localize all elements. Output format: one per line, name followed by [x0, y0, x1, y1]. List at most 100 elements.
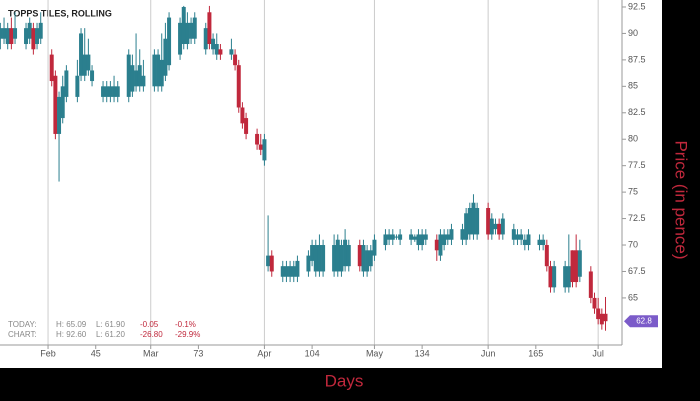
candle-body [398, 234, 403, 240]
x-tick-label: 73 [193, 348, 203, 358]
candle-body [64, 70, 69, 97]
candle-body [115, 86, 120, 97]
candle-body [489, 218, 494, 235]
candle-body [13, 28, 18, 39]
candle-body [134, 70, 139, 87]
candle-body [434, 239, 439, 251]
candle-body [596, 308, 601, 320]
candle-body [438, 234, 443, 256]
y-tick-label: 87.5 [628, 54, 646, 64]
candle-body [27, 22, 32, 39]
candle-body [313, 245, 318, 272]
candle-body [167, 17, 172, 66]
summary-percent: -29.9% [175, 330, 200, 339]
candle-body [420, 234, 425, 246]
y-tick-label: 72.5 [628, 213, 646, 223]
candle-body [519, 234, 524, 240]
candle-body [357, 245, 362, 267]
candle-body [321, 245, 326, 272]
candle-body [467, 207, 472, 235]
candle-body [156, 54, 161, 87]
y-tick-label: 67.5 [628, 266, 646, 276]
candle-body [2, 28, 7, 39]
candle-body [82, 54, 87, 76]
x-tick-label: May [366, 348, 384, 358]
candle-body [372, 239, 377, 256]
candle-body [449, 229, 454, 240]
x-tick-label: 45 [91, 348, 101, 358]
candle-body [284, 266, 289, 277]
y-tick-label: 92.5 [628, 1, 646, 11]
candle-body [563, 266, 568, 288]
y-tick-label: 80 [628, 134, 638, 144]
candle-body [541, 239, 546, 246]
candle-body [365, 250, 370, 272]
candle-body [592, 297, 597, 309]
x-tick-label: Mar [143, 348, 159, 358]
y-tick-label: 65 [628, 292, 638, 302]
candle-body [137, 65, 142, 87]
candle-body [218, 49, 223, 55]
candle-body [255, 133, 260, 145]
candle-body [185, 22, 190, 45]
candle-body [262, 139, 267, 161]
candle-body [269, 255, 274, 272]
candle-body [409, 234, 414, 240]
candle-body [548, 266, 553, 288]
candle-body [291, 266, 296, 277]
summary-change: -0.05 [140, 320, 159, 329]
candle-body [390, 234, 395, 240]
candle-body [497, 223, 502, 235]
candle-body [471, 202, 476, 235]
y-tick-label: 77.5 [628, 160, 646, 170]
x-tick-label: Feb [40, 348, 56, 358]
candle-body [332, 245, 337, 272]
y-tick-label: 85 [628, 81, 638, 91]
candle-body [207, 12, 212, 45]
candle-body [464, 213, 469, 240]
candle-body [126, 54, 131, 97]
candle-body [112, 86, 117, 97]
summary-low: L: 61.90 [96, 320, 125, 329]
candle-body [130, 65, 135, 92]
candle-body [211, 38, 216, 50]
candle-body [152, 54, 157, 87]
candle-body [486, 207, 491, 235]
candle-body [511, 229, 516, 240]
chart-title: TOPPS TILES, ROLLING [8, 8, 112, 18]
candle-body [412, 236, 417, 240]
candle-body [90, 70, 95, 82]
candle-body [493, 223, 498, 230]
x-tick-label: 104 [305, 348, 320, 358]
candle-body [416, 234, 421, 246]
candle-body [49, 54, 54, 82]
candle-body [500, 218, 505, 235]
candle-body [86, 54, 91, 71]
candle-body [599, 313, 604, 325]
candle-body [552, 266, 557, 288]
candle-body [383, 234, 388, 246]
candle-body [192, 17, 197, 39]
price-tag [624, 315, 658, 328]
candle-body [5, 28, 10, 45]
candle-body [475, 207, 480, 235]
summary-high: H: 65.09 [56, 320, 87, 329]
plot-background [0, 0, 662, 368]
candle-body [163, 38, 168, 76]
candle-body [75, 75, 80, 97]
y-tick-label: 90 [628, 28, 638, 38]
candle-body [178, 22, 183, 55]
candle-body [236, 65, 241, 108]
y-tick-label: 70 [628, 239, 638, 249]
candle-body [244, 118, 249, 134]
candle-body [0, 28, 3, 39]
candle-body [108, 86, 113, 97]
candle-body [53, 75, 58, 134]
y-axis-label: Price (in pence) [672, 140, 691, 259]
candle-body [266, 255, 271, 267]
summary-label: CHART: [8, 330, 37, 339]
candle-body [295, 260, 300, 277]
candle-body [346, 245, 351, 267]
candle-body [24, 28, 29, 45]
summary-low: L: 61.20 [96, 330, 125, 339]
